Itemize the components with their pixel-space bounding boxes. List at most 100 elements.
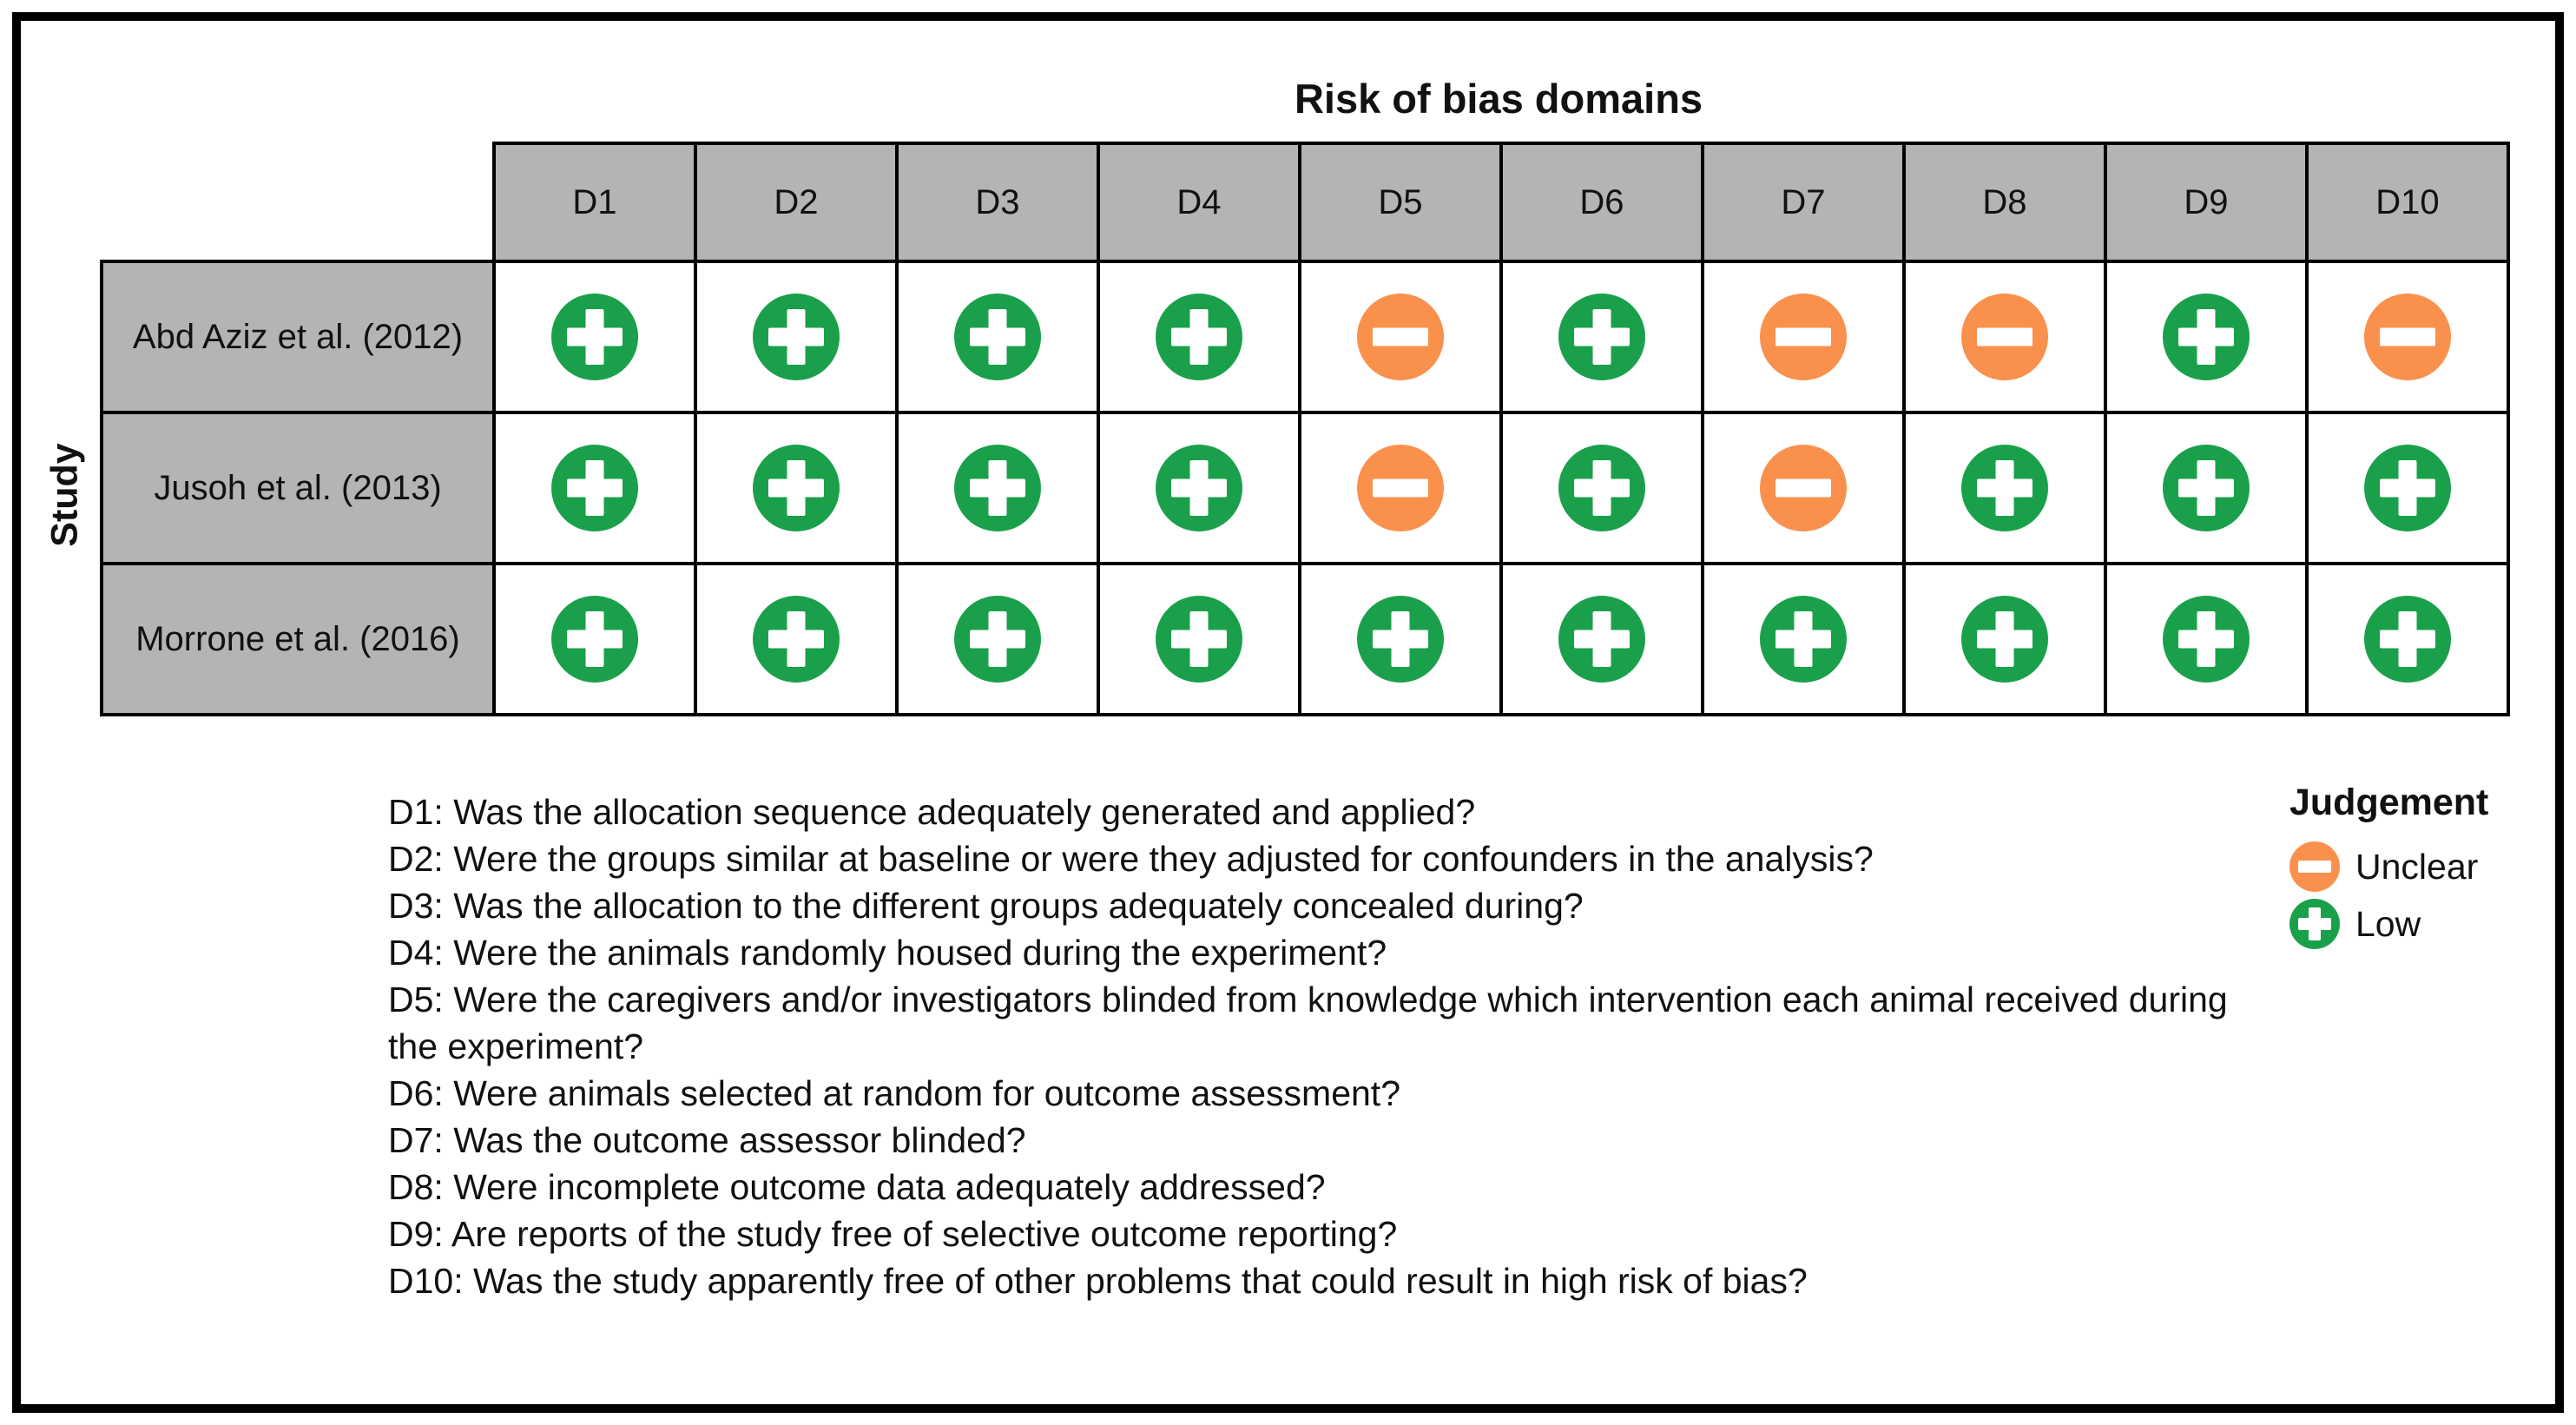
judgement-cell: [1499, 260, 1704, 414]
domain-descriptions: D1: Was the allocation sequence adequate…: [388, 788, 2237, 1304]
corner-cell: [102, 143, 494, 261]
judgement-cell: [1701, 411, 1906, 565]
domain-header-d1: D1: [492, 142, 697, 263]
judgement-cell: [2104, 411, 2309, 565]
low-risk-plus-icon: [551, 445, 638, 531]
minus-icon: [2289, 841, 2340, 892]
judgement-cell: [492, 411, 697, 565]
judgement-cell: [1499, 411, 1704, 565]
low-risk-plus-icon: [1558, 596, 1645, 683]
low-risk-plus-icon: [1961, 596, 2048, 683]
low-risk-plus-icon: [2364, 445, 2451, 531]
legend-item-low: Low: [2289, 895, 2559, 953]
judgement-cell: [1298, 260, 1503, 414]
domain-header-d5: D5: [1298, 142, 1503, 263]
figure-title: Risk of bias domains: [1294, 76, 1703, 122]
low-risk-plus-icon: [1357, 596, 1444, 683]
low-risk-plus-icon: [1760, 596, 1847, 683]
low-risk-plus-icon: [2163, 596, 2250, 683]
study-label: Jusoh et al. (2013): [100, 411, 496, 565]
judgement-cell: [694, 260, 899, 414]
domain-description: D7: Was the outcome assessor blinded?: [388, 1120, 1026, 1160]
judgement-cell: [1298, 562, 1503, 716]
domain-description: D6: Were animals selected at random for …: [388, 1073, 1400, 1113]
table-row: Abd Aziz et al. (2012): [100, 260, 2510, 414]
low-risk-plus-icon: [753, 294, 840, 380]
judgement-cell: [895, 562, 1100, 716]
legend: Judgement Unclear Low: [2289, 782, 2559, 953]
domain-description: D3: Was the allocation to the different …: [388, 886, 1584, 926]
domain-description: D5: Were the caregivers and/or investiga…: [388, 980, 2228, 1066]
domain-description: D10: Was the study apparently free of ot…: [388, 1261, 1808, 1301]
judgement-cell: [1902, 562, 2107, 716]
judgement-cell: [492, 562, 697, 716]
domain-header-d2: D2: [694, 142, 899, 263]
legend-label-low: Low: [2355, 903, 2421, 944]
domain-header-d9: D9: [2104, 142, 2309, 263]
low-risk-plus-icon: [1156, 596, 1242, 683]
domain-header-d4: D4: [1097, 142, 1301, 263]
judgement-cell: [1701, 260, 1906, 414]
judgement-cell: [2104, 260, 2309, 414]
judgement-cell: [895, 411, 1100, 565]
unclear-risk-minus-icon: [1357, 294, 1444, 380]
judgement-cell: [2104, 562, 2309, 716]
low-risk-plus-icon: [954, 294, 1041, 380]
domain-description: D2: Were the groups similar at baseline …: [388, 839, 1874, 879]
unclear-risk-minus-icon: [2364, 294, 2451, 380]
low-risk-plus-icon: [753, 445, 840, 531]
domain-header-row: D1 D2 D3 D4 D5 D6 D7 D8 D9 D10: [102, 142, 2510, 263]
low-risk-plus-icon: [1558, 445, 1645, 531]
domain-description: D8: Were incomplete outcome data adequat…: [388, 1167, 1326, 1207]
low-risk-plus-icon: [1156, 294, 1242, 380]
judgement-cell: [1097, 411, 1301, 565]
domain-description: D1: Was the allocation sequence adequate…: [388, 792, 1476, 832]
low-risk-plus-icon: [1156, 445, 1242, 531]
low-risk-plus-icon: [1961, 445, 2048, 531]
unclear-risk-minus-icon: [1760, 445, 1847, 531]
legend-items: Unclear Low: [2289, 838, 2559, 953]
domain-header-d6: D6: [1499, 142, 1704, 263]
risk-of-bias-table: D1 D2 D3 D4 D5 D6 D7 D8 D9 D10 Abd Aziz et al. (2…: [100, 142, 2510, 716]
unclear-risk-minus-icon: [1357, 445, 1444, 531]
low-risk-plus-icon: [954, 445, 1041, 531]
legend-title: Judgement: [2289, 782, 2489, 823]
judgement-cell: [1097, 260, 1301, 414]
low-risk-plus-icon: [2364, 596, 2451, 683]
judgement-cell: [492, 260, 697, 414]
judgement-cell: [1902, 411, 2107, 565]
judgement-cell: [2305, 562, 2510, 716]
judgement-cell: [694, 411, 899, 565]
low-risk-plus-icon: [954, 596, 1041, 683]
low-risk-plus-icon: [753, 596, 840, 683]
plus-icon: [2289, 899, 2340, 949]
table-row: Morrone et al. (2016): [100, 562, 2510, 716]
unclear-risk-minus-icon: [1760, 294, 1847, 380]
legend-label-unclear: Unclear: [2355, 846, 2479, 887]
study-axis-label: Study: [43, 443, 86, 547]
judgement-cell: [1902, 260, 2107, 414]
study-label: Abd Aziz et al. (2012): [100, 260, 496, 414]
domain-header-d3: D3: [895, 142, 1100, 263]
judgement-cell: [2305, 260, 2510, 414]
study-label: Morrone et al. (2016): [100, 562, 496, 716]
low-risk-plus-icon: [1558, 294, 1645, 380]
legend-item-unclear: Unclear: [2289, 838, 2559, 895]
domain-description: D4: Were the animals randomly housed dur…: [388, 933, 1387, 973]
judgement-cell: [694, 562, 899, 716]
judgement-cell: [1097, 562, 1301, 716]
low-risk-plus-icon: [2163, 445, 2250, 531]
unclear-risk-minus-icon: [1961, 294, 2048, 380]
low-risk-plus-icon: [551, 596, 638, 683]
domain-header-d7: D7: [1701, 142, 1906, 263]
table-row: Jusoh et al. (2013): [100, 411, 2510, 565]
domain-description: D9: Are reports of the study free of sel…: [388, 1214, 1398, 1254]
judgement-cell: [1499, 562, 1704, 716]
low-risk-plus-icon: [551, 294, 638, 380]
judgement-cell: [895, 260, 1100, 414]
judgement-cell: [1701, 562, 1906, 716]
judgement-cell: [1298, 411, 1503, 565]
domain-header-d10: D10: [2305, 142, 2510, 263]
domain-header-d8: D8: [1902, 142, 2107, 263]
judgement-cell: [2305, 411, 2510, 565]
